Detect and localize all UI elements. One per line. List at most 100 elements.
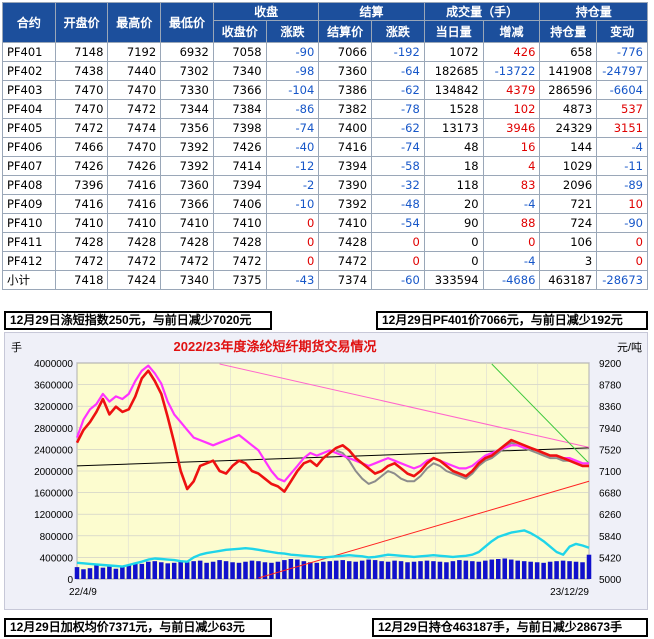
value-cell: 7392 bbox=[318, 194, 373, 214]
value-cell: 7428 bbox=[54, 232, 109, 252]
y-left-tick-label: 800000 bbox=[40, 532, 74, 543]
y-left-tick-label: 0 bbox=[67, 575, 73, 586]
value-cell: 4873 bbox=[539, 99, 598, 119]
table-row: PF404 7470 7472 7344 7384 -86 7382 -78 1528 102 48… bbox=[2, 99, 648, 119]
value-cell: 7410 bbox=[318, 213, 373, 233]
value-cell: 4379 bbox=[482, 80, 541, 100]
y-left-tick-label: 3200000 bbox=[34, 402, 73, 413]
value-cell: 3 bbox=[539, 251, 598, 271]
y-right-tick-label: 8360 bbox=[599, 402, 622, 413]
volume-bar bbox=[81, 569, 86, 579]
value-cell: 7410 bbox=[107, 213, 162, 233]
contract-cell: PF404 bbox=[2, 99, 56, 119]
value-cell: -4 bbox=[482, 194, 541, 214]
value-cell: 3151 bbox=[596, 118, 648, 138]
value-cell: 7472 bbox=[318, 251, 373, 271]
value-cell: -12 bbox=[265, 156, 320, 176]
value-cell: 0 bbox=[265, 251, 320, 271]
value-cell: 7428 bbox=[318, 232, 373, 252]
value-cell: 7394 bbox=[318, 156, 373, 176]
table-row: PF412 7472 7472 7472 7472 0 7472 0 0 -4 3 0 bbox=[2, 251, 648, 271]
volume-bar bbox=[431, 561, 436, 579]
volume-bar bbox=[94, 565, 99, 579]
value-cell: 7472 bbox=[160, 251, 214, 271]
value-cell: 7392 bbox=[160, 137, 214, 157]
volume-bar bbox=[243, 561, 248, 579]
table-row: PF406 7466 7470 7392 7426 -40 7416 -74 48 16 144 -4 bbox=[2, 137, 648, 157]
value-cell: 7416 bbox=[54, 194, 109, 214]
value-cell: 7366 bbox=[212, 80, 267, 100]
red-trend-line bbox=[258, 480, 590, 579]
value-cell: 7340 bbox=[212, 61, 267, 81]
chart-panel: 4000000 9200 3600000 8780 3200000 8360 2800000… bbox=[4, 332, 648, 610]
col-header-4: 收盘价 bbox=[212, 20, 267, 43]
volume-bar bbox=[463, 560, 469, 579]
value-cell: 90 bbox=[423, 213, 484, 233]
volume-bar bbox=[392, 560, 397, 579]
volume-bar bbox=[262, 562, 268, 579]
group-header-close: 收盘 bbox=[212, 2, 320, 21]
value-cell: 7470 bbox=[107, 137, 162, 157]
contract-cell: PF407 bbox=[2, 156, 56, 176]
volume-bar bbox=[158, 562, 164, 579]
volume-bar bbox=[353, 561, 358, 579]
value-cell: 0 bbox=[265, 213, 320, 233]
volume-bar bbox=[295, 559, 300, 579]
header-row-groups: 合约 开盘价 最高价 最低价 收盘 结算 成交量（手） 持仓量 bbox=[2, 2, 648, 43]
value-cell: 7466 bbox=[54, 137, 109, 157]
value-cell: 7428 bbox=[160, 232, 214, 252]
chart-title: 2022/23年度涤纶短纤期货交易情况 bbox=[174, 339, 377, 354]
value-cell: 0 bbox=[423, 232, 484, 252]
value-cell: 7400 bbox=[318, 118, 373, 138]
value-cell: 88 bbox=[482, 213, 541, 233]
volume-bar bbox=[379, 561, 384, 579]
y-right-tick-label: 9200 bbox=[599, 359, 622, 370]
value-cell: 0 bbox=[596, 232, 648, 252]
col-header-3: 最低价 bbox=[160, 2, 214, 43]
volume-bar bbox=[483, 560, 488, 579]
value-cell: 7472 bbox=[107, 99, 162, 119]
value-cell: 7472 bbox=[212, 251, 267, 271]
y-left-label: 手 bbox=[11, 340, 22, 354]
volume-bar bbox=[405, 562, 410, 579]
volume-bar bbox=[321, 561, 326, 579]
contract-cell: PF411 bbox=[2, 232, 56, 252]
value-cell: 7474 bbox=[107, 118, 162, 138]
volume-bar bbox=[152, 561, 158, 579]
value-cell: 7416 bbox=[107, 175, 162, 195]
value-cell: 144 bbox=[539, 137, 598, 157]
volume-bar bbox=[146, 561, 151, 579]
volume-bar bbox=[191, 561, 196, 579]
value-cell: 7058 bbox=[212, 42, 267, 62]
contract-cell: PF403 bbox=[2, 80, 56, 100]
col-header-9: 增减 bbox=[482, 20, 541, 43]
value-cell: 7410 bbox=[212, 213, 267, 233]
value-cell: 7472 bbox=[54, 118, 109, 138]
volume-bar bbox=[171, 562, 177, 579]
volume-bar bbox=[282, 560, 287, 579]
value-cell: 7406 bbox=[212, 194, 267, 214]
volume-bar bbox=[100, 567, 106, 579]
value-cell: 286596 bbox=[539, 80, 598, 100]
col-header-7: 涨跌 bbox=[371, 20, 425, 43]
volume-bar bbox=[249, 560, 255, 579]
value-cell: -62 bbox=[371, 118, 425, 138]
header-row-columns: 收盘价 涨跌 结算价 涨跌 当日量 增减 持仓量 变动 bbox=[3, 20, 648, 43]
volume-bar bbox=[554, 561, 559, 579]
value-cell: 7382 bbox=[318, 99, 373, 119]
y-left-tick-label: 4000000 bbox=[34, 359, 73, 370]
value-cell: 6932 bbox=[160, 42, 214, 62]
value-cell: 7470 bbox=[54, 99, 109, 119]
value-cell: 7390 bbox=[318, 175, 373, 195]
table-row: PF407 7426 7426 7392 7414 -12 7394 -58 18 4 1029 -1… bbox=[2, 156, 648, 176]
value-cell: 7396 bbox=[54, 175, 109, 195]
volume-bar bbox=[308, 562, 313, 579]
volume-bar bbox=[489, 559, 495, 579]
value-cell: 7440 bbox=[107, 61, 162, 81]
table-row: PF402 7438 7440 7302 7340 -98 7360 -64 182685 -13… bbox=[2, 61, 648, 81]
value-cell: 7302 bbox=[160, 61, 214, 81]
y-right-tick-label: 5420 bbox=[599, 553, 622, 564]
value-cell: 134842 bbox=[423, 80, 484, 100]
value-cell: 141908 bbox=[539, 61, 598, 81]
value-cell: 7192 bbox=[107, 42, 162, 62]
